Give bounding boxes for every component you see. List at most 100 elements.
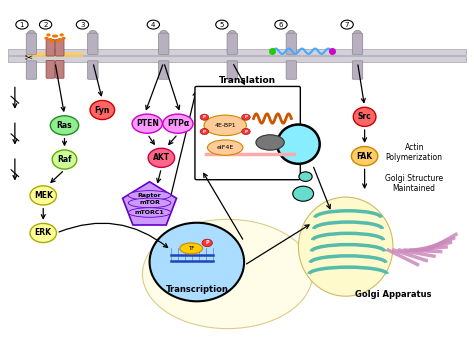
FancyBboxPatch shape [158, 61, 169, 79]
Circle shape [288, 31, 295, 36]
Ellipse shape [143, 219, 313, 329]
Text: Maintained: Maintained [393, 184, 436, 193]
Text: 7: 7 [345, 22, 349, 27]
Ellipse shape [128, 191, 171, 200]
FancyBboxPatch shape [286, 33, 297, 54]
Circle shape [56, 40, 60, 43]
FancyBboxPatch shape [55, 39, 64, 56]
FancyBboxPatch shape [88, 61, 98, 79]
Ellipse shape [256, 135, 284, 150]
Circle shape [27, 31, 35, 36]
Circle shape [52, 35, 56, 38]
Ellipse shape [132, 114, 162, 133]
Text: 4E-BP1: 4E-BP1 [214, 123, 236, 128]
Circle shape [242, 129, 250, 134]
Circle shape [228, 31, 236, 36]
Text: Golgi Apparatus: Golgi Apparatus [355, 290, 431, 299]
Circle shape [46, 33, 51, 36]
Text: Raptor: Raptor [137, 193, 162, 198]
Text: PTPα: PTPα [167, 119, 189, 128]
Text: P: P [203, 115, 206, 119]
Bar [27, 52, 83, 57]
Text: ✂: ✂ [25, 52, 33, 62]
FancyBboxPatch shape [352, 61, 363, 79]
Circle shape [216, 20, 228, 29]
Ellipse shape [128, 198, 171, 208]
Circle shape [62, 37, 66, 40]
Text: 6: 6 [279, 22, 283, 27]
Text: Transcription: Transcription [165, 285, 228, 294]
Text: mTORC1: mTORC1 [135, 210, 164, 215]
Ellipse shape [50, 116, 79, 135]
Text: FAK: FAK [356, 152, 373, 161]
Ellipse shape [148, 148, 174, 167]
Ellipse shape [30, 223, 56, 243]
FancyBboxPatch shape [158, 33, 169, 54]
Ellipse shape [204, 115, 246, 135]
Ellipse shape [351, 146, 378, 166]
Circle shape [54, 35, 58, 38]
Text: Ras: Ras [57, 121, 73, 130]
Text: P: P [205, 240, 209, 245]
Ellipse shape [163, 114, 193, 133]
Text: Golgi Structure: Golgi Structure [385, 174, 443, 183]
Text: P: P [203, 130, 206, 133]
Text: P: P [245, 130, 247, 133]
Text: 4: 4 [151, 22, 155, 27]
FancyBboxPatch shape [88, 33, 98, 54]
Text: mTOR: mTOR [139, 200, 160, 205]
Text: Polymerization: Polymerization [386, 153, 443, 162]
Circle shape [39, 20, 52, 29]
Circle shape [299, 172, 312, 181]
Circle shape [341, 20, 353, 29]
Circle shape [160, 31, 167, 36]
Ellipse shape [180, 243, 202, 254]
FancyBboxPatch shape [46, 60, 55, 78]
Circle shape [242, 114, 250, 120]
Text: eIF4E: eIF4E [217, 145, 234, 150]
Text: Fyn: Fyn [95, 106, 110, 115]
Text: MEK: MEK [34, 191, 53, 200]
Text: Actin: Actin [404, 143, 424, 152]
FancyBboxPatch shape [46, 39, 55, 56]
Polygon shape [123, 182, 176, 225]
Circle shape [147, 20, 159, 29]
FancyBboxPatch shape [352, 33, 363, 54]
Circle shape [200, 114, 209, 120]
Text: 5: 5 [219, 22, 224, 27]
Text: ERK: ERK [35, 228, 52, 237]
Ellipse shape [277, 125, 319, 164]
FancyBboxPatch shape [26, 61, 36, 79]
Circle shape [50, 40, 55, 43]
Bar [8, 49, 466, 55]
Circle shape [16, 20, 28, 29]
Circle shape [354, 31, 361, 36]
Circle shape [76, 20, 89, 29]
Text: Raf: Raf [57, 155, 72, 164]
Text: AKT: AKT [153, 153, 170, 162]
Circle shape [58, 38, 62, 41]
Circle shape [200, 129, 209, 134]
Text: 3: 3 [80, 22, 85, 27]
Circle shape [202, 239, 212, 247]
Circle shape [275, 20, 287, 29]
Ellipse shape [299, 197, 393, 296]
Text: P: P [245, 115, 247, 119]
Ellipse shape [353, 107, 376, 127]
Text: TF: TF [188, 246, 194, 251]
FancyBboxPatch shape [286, 61, 297, 79]
FancyBboxPatch shape [26, 33, 36, 54]
FancyBboxPatch shape [227, 61, 237, 79]
Circle shape [48, 38, 53, 41]
Ellipse shape [90, 100, 115, 120]
Ellipse shape [30, 186, 56, 205]
Text: 1: 1 [20, 22, 24, 27]
Text: Src: Src [358, 113, 372, 121]
Text: PTEN: PTEN [136, 119, 159, 128]
Circle shape [60, 33, 64, 36]
Ellipse shape [150, 223, 244, 301]
Ellipse shape [52, 150, 77, 169]
FancyBboxPatch shape [195, 86, 301, 180]
Bar [8, 56, 466, 62]
Text: 2: 2 [44, 22, 48, 27]
